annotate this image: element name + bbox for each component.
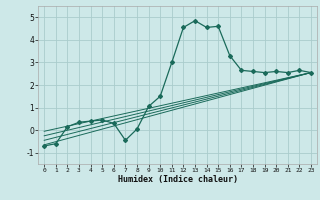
X-axis label: Humidex (Indice chaleur): Humidex (Indice chaleur) bbox=[118, 175, 238, 184]
